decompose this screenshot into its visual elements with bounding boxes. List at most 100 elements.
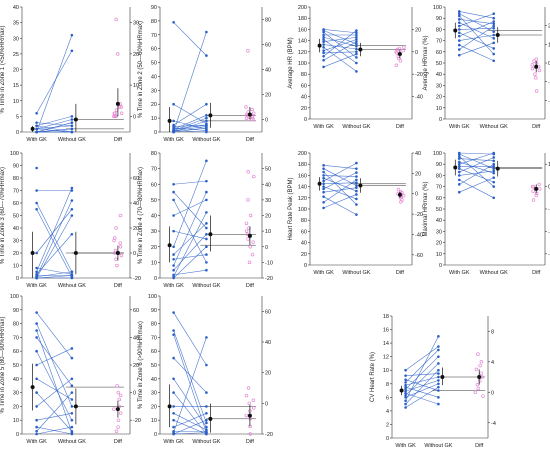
diff-point	[248, 432, 252, 436]
right-tick-label: -20	[548, 98, 550, 104]
diff-point	[244, 221, 249, 226]
without-gk-point	[355, 175, 358, 178]
right-tick-label: 20	[133, 363, 139, 369]
with-gk-point	[35, 124, 38, 128]
diff-point	[534, 89, 539, 93]
diff-mean	[397, 52, 402, 57]
left-tick-label: 100	[148, 294, 157, 300]
without-gk-point	[70, 429, 74, 433]
diff-point	[118, 393, 123, 398]
diff-point	[246, 170, 250, 174]
right-tick-label: 0	[548, 61, 550, 67]
left-tick-label: 80	[151, 19, 157, 25]
diff-point	[537, 68, 542, 73]
diff-point	[534, 193, 538, 198]
diff-point	[115, 383, 119, 388]
diff-mean	[397, 192, 402, 197]
diff-point	[244, 413, 249, 418]
without-gk-point	[70, 214, 74, 217]
left-tick-label: 25	[13, 52, 19, 58]
left-tick-label: 40	[151, 214, 157, 220]
with-gk-point	[404, 378, 407, 382]
paired-line	[36, 122, 72, 127]
without-gk-point	[70, 130, 74, 134]
with-gk-point	[322, 187, 325, 191]
without-gk-point	[492, 47, 496, 50]
right-tick-label: 20	[133, 52, 139, 58]
with-gk-mean	[317, 181, 322, 186]
left-tick-label: 40	[301, 95, 307, 101]
without-gk-point	[70, 118, 74, 121]
left-tick-label: 18	[383, 314, 389, 320]
with-gk-point	[35, 266, 38, 270]
category-label: Without GK	[480, 270, 508, 276]
left-tick-label: 80	[151, 151, 157, 157]
paired-line	[36, 35, 73, 133]
with-gk-point	[457, 18, 461, 21]
right-tick-label: -20	[415, 72, 423, 78]
paired-line	[459, 157, 494, 173]
right-tick-label: 40	[133, 335, 139, 341]
with-gk-point	[322, 182, 325, 186]
left-tick-label: 35	[13, 21, 19, 27]
right-tick-label: 20	[265, 93, 271, 99]
right-tick-label: -60	[415, 253, 423, 259]
right-tick-label: 40	[265, 340, 271, 346]
paired-line	[323, 172, 357, 190]
paired-line	[323, 30, 357, 45]
left-tick-label: 50	[13, 214, 19, 220]
category-label: Without GK	[58, 439, 86, 445]
paired-line	[173, 120, 207, 130]
without-gk-point	[355, 70, 358, 73]
left-tick-label: 120	[298, 196, 307, 202]
left-tick-label: 20	[301, 106, 307, 112]
left-tick-label: 160	[298, 173, 307, 179]
without-gk-point	[355, 35, 358, 39]
with-gk-point	[172, 329, 175, 332]
without-gk-point	[205, 261, 208, 264]
right-tick-label: 80	[265, 18, 271, 24]
diff-mean	[247, 112, 252, 117]
diff-point	[117, 397, 122, 402]
diff-point	[476, 352, 480, 356]
right-tick-label: 0	[133, 251, 136, 257]
diff-point	[119, 105, 124, 109]
right-tick-label: 40	[415, 151, 421, 157]
left-tick-label: 30	[436, 83, 442, 89]
left-tick-label: 0	[154, 432, 157, 438]
without-gk-point	[492, 165, 496, 168]
diff-point	[114, 257, 118, 262]
without-gk-point	[205, 179, 208, 183]
with-gk-point	[35, 322, 38, 325]
left-tick-label: 30	[13, 239, 19, 245]
paired-line	[405, 392, 439, 405]
paired-line	[173, 127, 207, 131]
without-gk-point	[70, 398, 74, 401]
right-tick-label: -30	[548, 252, 550, 258]
with-gk-point	[322, 176, 325, 180]
with-gk-point	[172, 119, 175, 123]
diff-point	[118, 241, 122, 245]
without-gk-point	[205, 30, 208, 34]
paired-line	[405, 386, 439, 408]
with-gk-point	[457, 162, 461, 166]
left-tick-label: 140	[298, 39, 307, 45]
with-gk-point	[457, 160, 461, 164]
with-gk-point	[322, 28, 325, 31]
diff-point	[244, 105, 248, 109]
diff-mean	[247, 233, 252, 238]
diff-point	[479, 360, 484, 364]
paired-line	[405, 363, 439, 396]
paired-line	[323, 168, 357, 186]
category-label: Without GK	[192, 137, 220, 143]
left-tick-label: 160	[298, 27, 307, 33]
paired-line	[36, 426, 72, 435]
right-tick-label: 20	[548, 24, 550, 30]
without-gk-point	[205, 336, 208, 339]
without-gk-point	[437, 382, 440, 386]
without-gk-point	[492, 30, 496, 33]
category-label: Diff	[396, 124, 405, 130]
left-tick-label: 20	[13, 404, 19, 410]
paired-line	[459, 44, 494, 62]
